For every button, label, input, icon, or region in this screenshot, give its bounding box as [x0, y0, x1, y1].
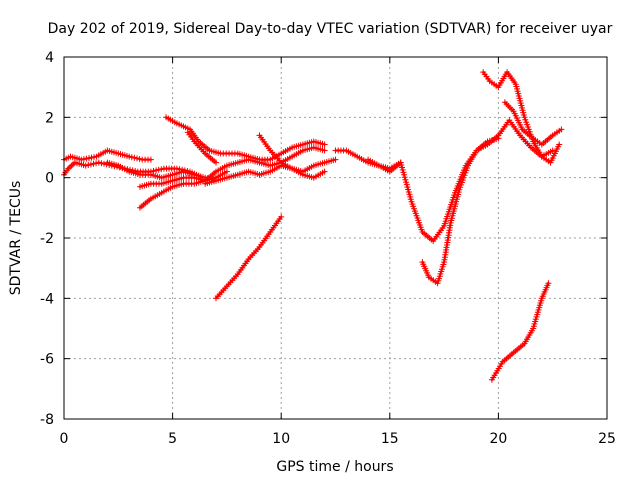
x-tick-label: 20	[489, 431, 507, 447]
plus-markers	[488, 280, 552, 383]
plus-markers	[213, 213, 285, 302]
plus-markers	[419, 135, 502, 287]
data-series	[61, 69, 565, 383]
series-track-k	[332, 117, 556, 244]
x-axis-label: GPS time / hours	[276, 459, 393, 475]
y-tick-label: 0	[45, 171, 54, 187]
series-track-g	[184, 129, 219, 166]
y-tick-label: -2	[40, 231, 54, 247]
series-track-l	[365, 156, 404, 175]
y-axis-label: SDTVAR / TECUs	[8, 181, 24, 296]
series-track	[334, 119, 554, 243]
series-track-e	[137, 168, 230, 211]
series-track-o	[501, 99, 565, 148]
plus-markers	[184, 129, 219, 166]
plus-markers	[256, 132, 328, 181]
series-track-i	[256, 132, 328, 181]
y-tick-label: -8	[40, 412, 54, 428]
plus-markers	[163, 114, 328, 163]
x-tick-label: 10	[272, 431, 290, 447]
series-track-j	[213, 213, 285, 302]
plot-frame	[63, 56, 608, 420]
x-tick-label: 15	[381, 431, 399, 447]
y-tick-label: -6	[40, 352, 54, 368]
grid-lines	[64, 57, 607, 419]
chart-title: Day 202 of 2019, Sidereal Day-to-day VTE…	[48, 21, 613, 37]
y-tick-label: 2	[45, 110, 54, 126]
y-tick-label: 4	[45, 50, 54, 66]
series-track-h	[202, 156, 339, 187]
plus-markers	[332, 117, 556, 244]
series-track-m	[419, 135, 502, 287]
plus-markers	[365, 156, 404, 175]
y-tick-label: -4	[40, 291, 54, 307]
axis-ticks: 0 5 10 15 20 25 -8 -6 -4 -2 0 2 4	[40, 50, 616, 447]
series-track	[421, 137, 500, 285]
x-tick-label: 5	[168, 431, 177, 447]
x-tick-label: 0	[60, 431, 69, 447]
x-tick-label: 25	[598, 431, 616, 447]
series-track-f	[163, 114, 328, 163]
series-track-p	[488, 280, 552, 383]
plus-markers	[501, 99, 565, 148]
